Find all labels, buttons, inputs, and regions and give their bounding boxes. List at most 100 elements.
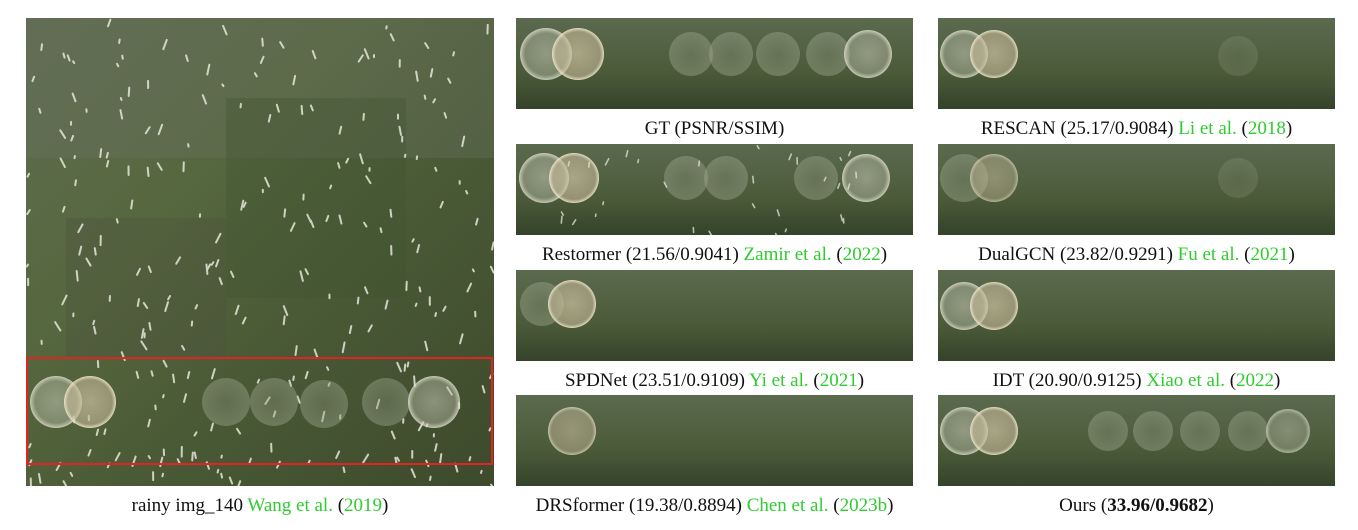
rain-streak (292, 74, 297, 86)
rain-streak (447, 77, 452, 84)
rain-streak (31, 75, 36, 83)
rain-streak (468, 456, 472, 462)
rain-streak (95, 428, 100, 437)
caption-label: IDT (20.90/0.9125) (992, 370, 1142, 391)
citation-year-link[interactable]: 2021 (1250, 244, 1289, 265)
rain-streak (338, 125, 343, 135)
caption-gt: GT (PSNR/SSIM) (516, 118, 913, 140)
rain-streak (147, 418, 151, 428)
rain-streak (241, 316, 247, 325)
rain-streak (275, 103, 280, 113)
rain-streak (40, 43, 44, 52)
rain-streak (206, 63, 211, 76)
rain-streak (92, 319, 96, 326)
rain-streak (105, 159, 110, 168)
rain-streak (348, 325, 353, 335)
caption-idt: IDT (20.90/0.9125) Xiao et al. (2022) (992, 370, 1281, 391)
rain-streak (201, 94, 208, 105)
rain-streak (398, 125, 402, 136)
rain-streak (28, 443, 32, 449)
rain-streak (439, 453, 443, 464)
rain-streak (87, 449, 92, 457)
rain-streak (176, 458, 181, 465)
caption-label-prefix: Ours ( (1059, 495, 1108, 516)
rain-streak (135, 370, 140, 379)
rain-streak (130, 199, 134, 210)
rain-streak (264, 176, 271, 188)
citation-year-link[interactable]: 2023b (839, 495, 888, 516)
rain-streak (454, 462, 459, 473)
caption-label: DRSformer (19.38/0.8894) (535, 495, 742, 516)
rain-streak (62, 480, 68, 486)
rain-streak (475, 217, 479, 226)
citation-link[interactable]: Chen et al. (746, 495, 829, 516)
rain-streak (337, 162, 341, 169)
citation-year-link[interactable]: 2019 (344, 495, 383, 516)
rain-streak (222, 24, 228, 36)
rain-streak (140, 328, 145, 339)
rain-streak (416, 244, 421, 254)
rain-streak (175, 256, 182, 265)
rain-streak (38, 107, 42, 114)
rain-streak (434, 443, 438, 452)
rain-streak (182, 393, 188, 403)
rain-streak (362, 453, 370, 464)
rain-streak (228, 476, 234, 485)
rain-streak (283, 208, 287, 218)
rain-streak (341, 341, 346, 354)
rain-streak (560, 211, 565, 216)
rain-streak (144, 126, 151, 135)
rain-streak (162, 359, 168, 368)
rain-streak (261, 37, 264, 47)
rain-streak (396, 361, 402, 373)
rain-streak (413, 375, 416, 388)
rain-streak (186, 370, 191, 380)
rain-streak (296, 395, 301, 404)
citation-link[interactable]: Wang et al. (247, 495, 333, 516)
rain-streak (103, 428, 107, 435)
citation-year-link[interactable]: 2021 (819, 370, 858, 391)
rain-streak (410, 468, 416, 479)
citation-link[interactable]: Xiao et al. (1146, 370, 1225, 391)
rain-streak (146, 166, 150, 177)
rain-streak (491, 241, 494, 251)
rain-streak (384, 299, 389, 310)
rain-streak (362, 112, 365, 121)
citation-year-link[interactable]: 2022 (842, 244, 881, 265)
rain-streak (210, 422, 214, 432)
rain-streak (66, 54, 71, 62)
rain-streak (356, 296, 360, 305)
citation-link[interactable]: Zamir et al. (743, 244, 832, 265)
rain-streak (335, 450, 341, 459)
rain-streak (471, 268, 475, 273)
rain-streak (432, 98, 437, 104)
rain-streak (390, 430, 396, 440)
rain-streak (185, 54, 189, 62)
rain-streak (452, 51, 455, 57)
caption-label: SPDNet (23.51/0.9109) (564, 370, 745, 391)
citation-link[interactable]: Li et al. (1178, 118, 1237, 139)
rain-streak (752, 175, 755, 184)
rain-streak (840, 214, 844, 222)
rain-streak (237, 480, 242, 486)
rain-streak (429, 475, 432, 481)
rain-streak (70, 134, 75, 142)
citation-link[interactable]: Fu et al. (1177, 244, 1240, 265)
citation-link[interactable]: Yi et al. (748, 370, 809, 391)
rain-streak (282, 315, 286, 326)
rain-streak (119, 96, 123, 101)
rain-streak (206, 263, 212, 270)
rain-streak (429, 68, 434, 78)
citation-year-link[interactable]: 2018 (1247, 118, 1286, 139)
citation-year-link[interactable]: 2022 (1236, 370, 1275, 391)
rain-streak (106, 18, 112, 28)
rain-streak (114, 452, 121, 462)
rain-streak (210, 261, 215, 266)
rain-streak (367, 324, 373, 333)
rain-streak (338, 214, 343, 225)
rain-streak (345, 157, 350, 164)
rain-streak (292, 375, 295, 382)
ours-image (938, 395, 1335, 486)
rain-streak (708, 230, 713, 235)
rain-streak (282, 305, 289, 316)
